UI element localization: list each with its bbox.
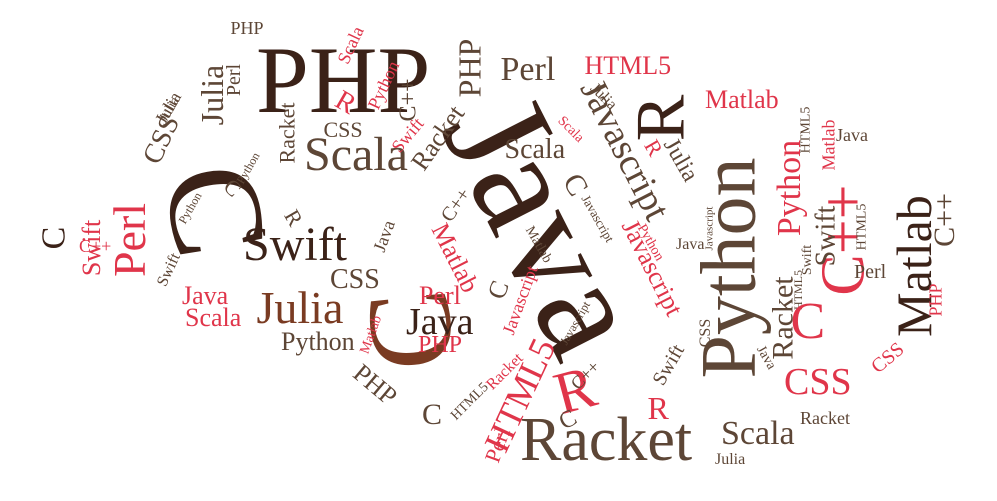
word-css: CSS: [867, 338, 909, 378]
word-swift: Swift: [809, 205, 841, 267]
word-perl: Perl: [223, 63, 246, 97]
word-java: Java: [406, 301, 474, 343]
word-html5: HTML5: [447, 379, 492, 424]
word-c: C: [422, 398, 443, 431]
word-scala: Scala: [504, 134, 566, 165]
word-perl: Perl: [419, 281, 461, 310]
word-php: PHP: [418, 332, 463, 358]
word-perl: Perl: [500, 51, 556, 88]
word-c-: C++: [79, 236, 112, 256]
word-swift: Swift: [647, 340, 689, 390]
word-c-: C++: [395, 78, 422, 122]
word-css: CSS: [784, 361, 852, 403]
word-perl: Perl: [854, 261, 887, 283]
word-c: C: [34, 226, 72, 250]
word-java: Java: [836, 125, 868, 145]
word-racket: Racket: [274, 102, 300, 164]
word-julia: Julia: [256, 282, 344, 333]
word-css: CSS: [330, 264, 380, 295]
word-java: Java: [676, 236, 705, 253]
word-java: Java: [182, 281, 229, 310]
word-javascript: Javascript: [703, 206, 716, 250]
word-html5: HTML5: [853, 203, 869, 251]
word-php: PHP: [230, 18, 264, 38]
word-python: Python: [281, 327, 355, 356]
word-racket: Racket: [520, 406, 693, 474]
word-c: C: [790, 293, 826, 350]
word-html5: HTML5: [584, 51, 672, 80]
word-c-: C++: [927, 193, 961, 247]
word-php: PHP: [450, 38, 487, 98]
word-julia: Julia: [715, 451, 746, 468]
word-r: R: [647, 390, 669, 426]
word-scala: Scala: [721, 415, 795, 452]
word-perl: Perl: [104, 202, 156, 278]
word-php: PHP: [256, 26, 431, 133]
word-scala: Scala: [185, 303, 242, 332]
word-python: Python: [771, 139, 809, 237]
word-matlab: Matlab: [705, 85, 779, 114]
word-racket: Racket: [800, 408, 850, 428]
word-swift: Swift: [243, 218, 348, 271]
word-css: CSS: [323, 117, 363, 142]
word-html5: HTML5: [797, 106, 813, 154]
word-matlab: Matlab: [818, 119, 838, 171]
word-scala: Scala: [304, 128, 408, 181]
word-php: PHP: [925, 283, 946, 317]
word-java: Java: [369, 217, 399, 255]
word-css: CSS: [697, 318, 715, 348]
